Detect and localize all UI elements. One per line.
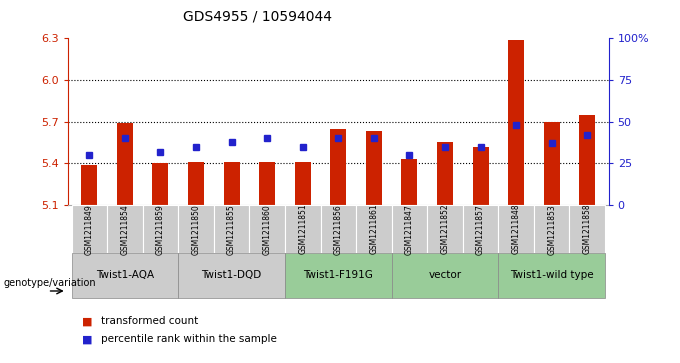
Bar: [534, 205, 569, 253]
Text: GSM1211857: GSM1211857: [476, 204, 485, 254]
Bar: [71, 253, 178, 298]
Text: genotype/variation: genotype/variation: [3, 278, 96, 288]
Bar: [401, 159, 418, 205]
Text: GSM1211849: GSM1211849: [85, 204, 94, 254]
Bar: [294, 162, 311, 205]
Bar: [544, 122, 560, 205]
Text: Twist1-DQD: Twist1-DQD: [201, 270, 262, 281]
Text: GSM1211853: GSM1211853: [547, 204, 556, 254]
Text: percentile rank within the sample: percentile rank within the sample: [101, 334, 277, 344]
Bar: [498, 253, 605, 298]
Text: GSM1211847: GSM1211847: [405, 204, 414, 254]
Bar: [178, 253, 285, 298]
Bar: [188, 162, 204, 205]
Text: GSM1211860: GSM1211860: [262, 204, 272, 254]
Text: GSM1211858: GSM1211858: [583, 204, 592, 254]
Text: Twist1-F191G: Twist1-F191G: [303, 270, 373, 281]
Bar: [356, 205, 392, 253]
Bar: [366, 131, 382, 205]
Text: GSM1211852: GSM1211852: [441, 204, 449, 254]
Bar: [579, 115, 595, 205]
Text: Twist1-AQA: Twist1-AQA: [96, 270, 154, 281]
Text: ■: ■: [82, 316, 92, 326]
Bar: [285, 205, 320, 253]
Text: vector: vector: [428, 270, 462, 281]
Bar: [82, 165, 97, 205]
Bar: [473, 147, 488, 205]
Bar: [214, 205, 250, 253]
Bar: [330, 129, 346, 205]
Bar: [259, 162, 275, 205]
Bar: [107, 205, 143, 253]
Bar: [569, 205, 605, 253]
Text: GSM1211861: GSM1211861: [369, 204, 378, 254]
Bar: [392, 205, 427, 253]
Text: ■: ■: [82, 334, 92, 344]
Bar: [117, 123, 133, 205]
Bar: [178, 205, 214, 253]
Text: transformed count: transformed count: [101, 316, 198, 326]
Bar: [143, 205, 178, 253]
Text: GSM1211848: GSM1211848: [511, 204, 521, 254]
Bar: [320, 205, 356, 253]
Text: GSM1211855: GSM1211855: [227, 204, 236, 254]
Bar: [508, 40, 524, 205]
Bar: [224, 162, 239, 205]
Text: GSM1211851: GSM1211851: [299, 204, 307, 254]
Text: GDS4955 / 10594044: GDS4955 / 10594044: [183, 9, 332, 24]
Bar: [285, 253, 392, 298]
Text: GSM1211850: GSM1211850: [192, 204, 201, 254]
Text: GSM1211856: GSM1211856: [334, 204, 343, 254]
Text: Twist1-wild type: Twist1-wild type: [510, 270, 594, 281]
Bar: [152, 163, 169, 205]
Bar: [250, 205, 285, 253]
Text: GSM1211859: GSM1211859: [156, 204, 165, 254]
Bar: [463, 205, 498, 253]
Bar: [71, 205, 107, 253]
Bar: [427, 205, 463, 253]
Bar: [437, 143, 453, 205]
Bar: [392, 253, 498, 298]
Text: GSM1211854: GSM1211854: [120, 204, 129, 254]
Bar: [498, 205, 534, 253]
